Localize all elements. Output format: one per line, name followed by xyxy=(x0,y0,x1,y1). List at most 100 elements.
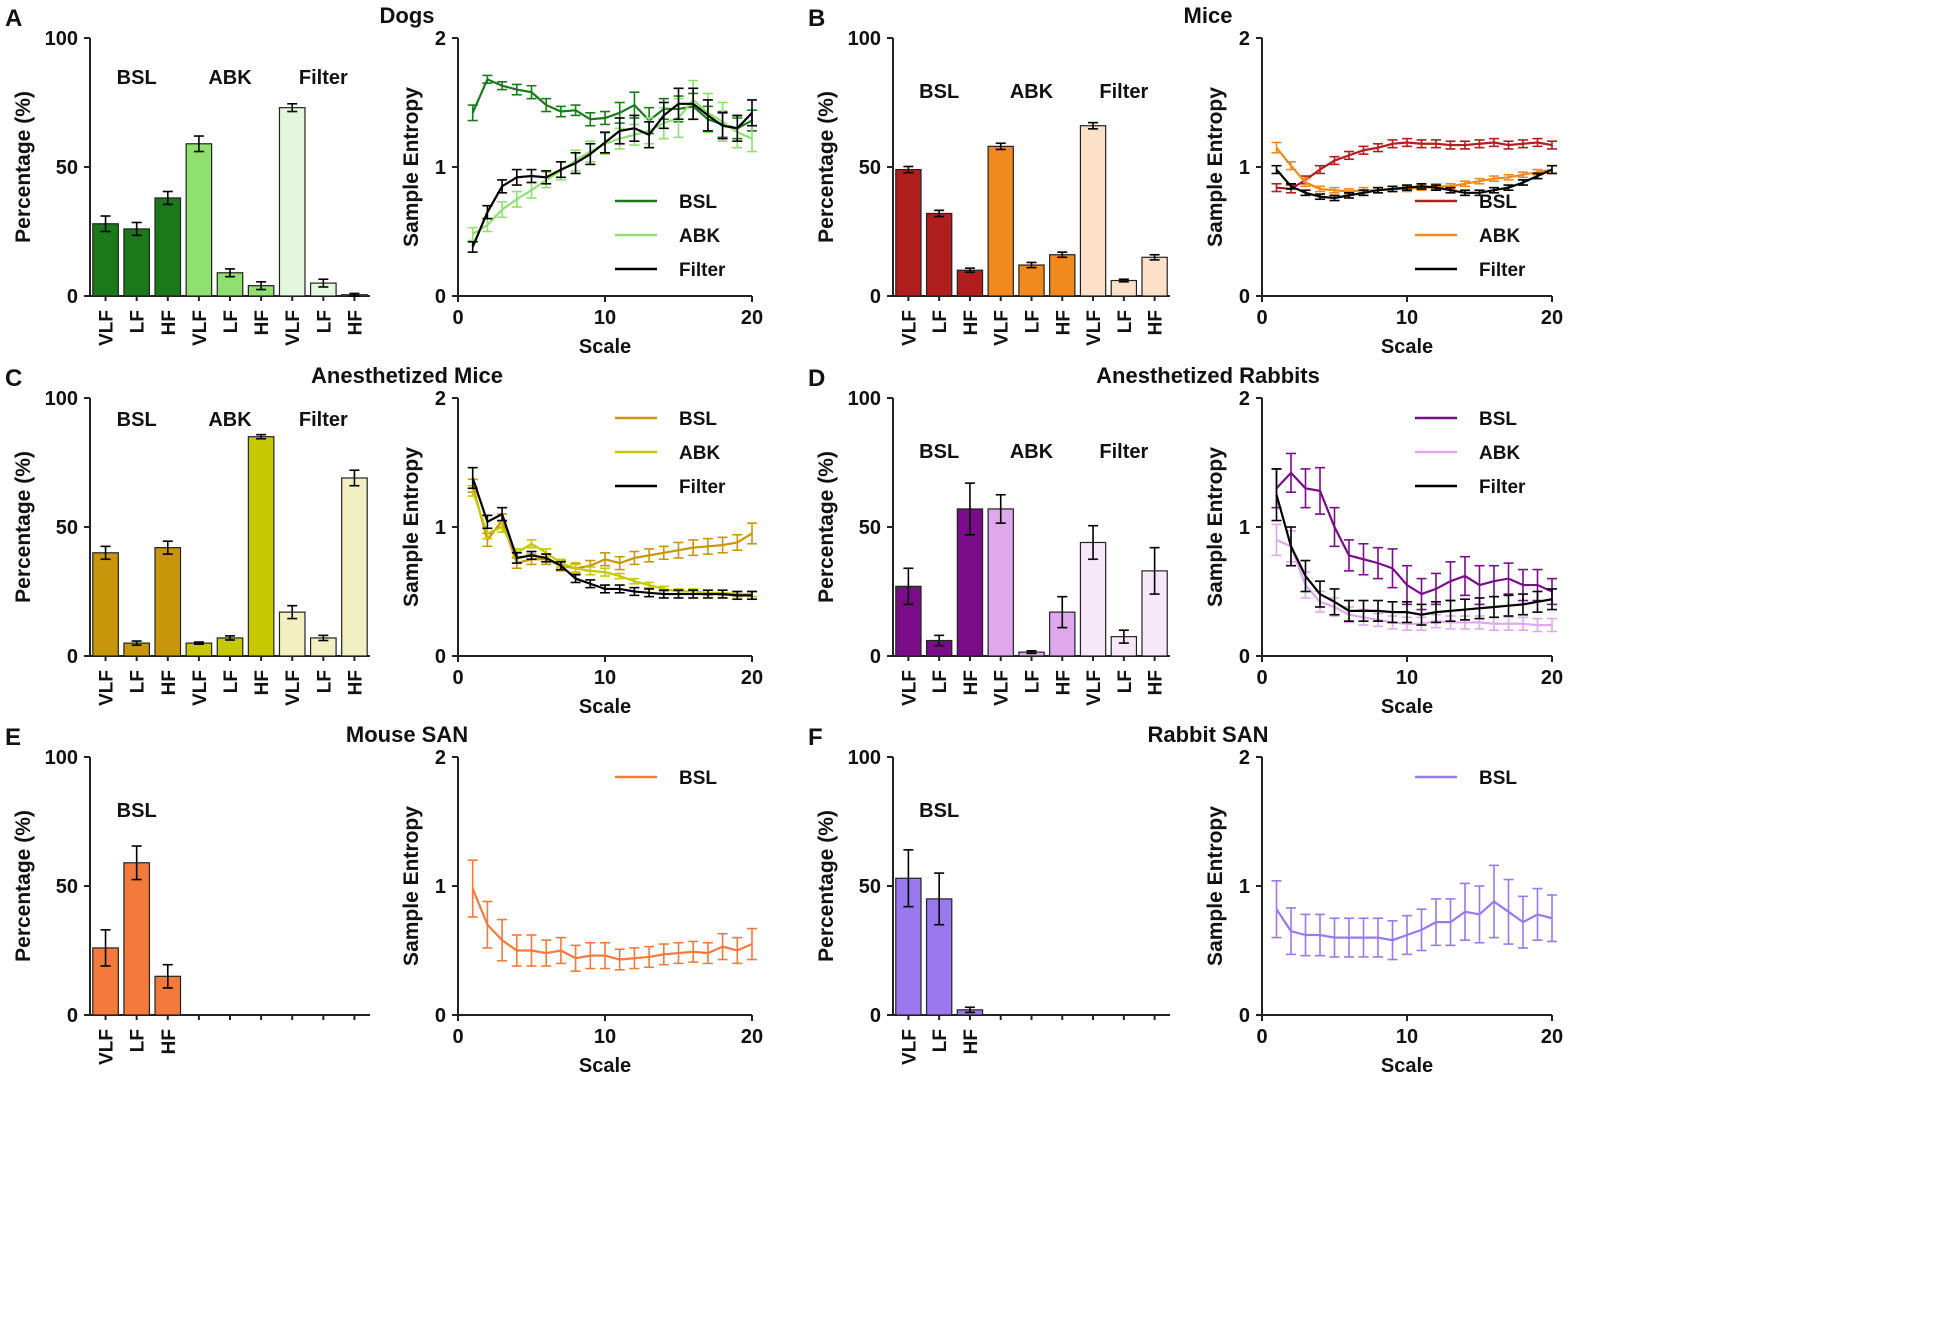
y-tick-label: 0 xyxy=(870,646,881,668)
legend-label: Filter xyxy=(679,260,726,281)
x-tick-label: 10 xyxy=(594,667,616,689)
x-axis-label: Scale xyxy=(579,1055,631,1077)
x-axis-label: Scale xyxy=(1381,336,1433,358)
bar xyxy=(278,107,306,297)
x-tick-label: VLF xyxy=(1084,670,1105,706)
x-tick-label: VLF xyxy=(190,670,211,706)
x-tick-label: 20 xyxy=(741,307,763,329)
series-line-filter xyxy=(1275,494,1553,616)
y-tick-label: 0 xyxy=(1239,1005,1250,1027)
x-tick-label: 0 xyxy=(1256,307,1267,329)
x-tick-label: 0 xyxy=(452,1026,463,1048)
group-label: BSL xyxy=(117,409,157,431)
bar xyxy=(92,552,119,657)
y-axis-label: Sample Entropy xyxy=(1204,87,1227,247)
x-tick-label: LF xyxy=(1023,670,1044,693)
y-axis-label: Percentage (%) xyxy=(815,810,838,962)
legend-label: BSL xyxy=(679,192,717,213)
y-tick-label: 50 xyxy=(859,157,881,179)
x-tick-label: 20 xyxy=(741,667,763,689)
panel-title: Rabbit SAN xyxy=(1148,722,1269,747)
x-axis-label: Scale xyxy=(579,336,631,358)
x-tick-label: HF xyxy=(961,310,982,335)
legend-label: Filter xyxy=(1479,260,1526,281)
bar-chart-b: B Mice 0 50 100 Percentage (%) VLF LF HF VLF LF HF V… xyxy=(808,3,1232,346)
group-label: BSL xyxy=(919,81,959,103)
y-tick-label: 1 xyxy=(435,517,446,539)
y-axis-label: Sample Entropy xyxy=(400,806,423,966)
panel-letter-e: E xyxy=(5,724,21,751)
x-tick-label: VLF xyxy=(190,310,211,346)
y-tick-label: 50 xyxy=(859,517,881,539)
y-tick-label: 2 xyxy=(1239,388,1250,410)
panel-letter-d: D xyxy=(808,365,825,392)
bar xyxy=(956,269,984,297)
legend-label: ABK xyxy=(1479,226,1520,247)
x-tick-label: VLF xyxy=(97,670,118,706)
group-label: BSL xyxy=(117,800,157,822)
y-tick-label: 100 xyxy=(45,388,78,410)
bar xyxy=(1141,256,1168,297)
x-tick-label: 0 xyxy=(452,667,463,689)
x-tick-label: VLF xyxy=(992,670,1013,706)
x-tick-label: HF xyxy=(1146,670,1167,695)
y-tick-label: 0 xyxy=(435,646,446,668)
y-tick-label: 0 xyxy=(67,286,78,308)
y-tick-label: 0 xyxy=(1239,286,1250,308)
x-tick-label: 10 xyxy=(1396,667,1418,689)
x-tick-label: HF xyxy=(345,670,366,695)
x-tick-label: VLF xyxy=(283,310,304,346)
panel-title: Anesthetized Rabbits xyxy=(1096,363,1320,388)
x-axis-label: Scale xyxy=(1381,1055,1433,1077)
x-tick-label: 20 xyxy=(1541,667,1563,689)
bar xyxy=(895,168,922,297)
bar xyxy=(154,547,182,657)
bar xyxy=(247,436,275,657)
legend-label: BSL xyxy=(679,768,717,789)
x-tick-label: HF xyxy=(961,1029,982,1054)
y-tick-label: 0 xyxy=(435,286,446,308)
group-label: Filter xyxy=(1099,81,1148,103)
group-label: Filter xyxy=(299,67,348,89)
y-tick-label: 1 xyxy=(1239,517,1250,539)
y-axis-label: Sample Entropy xyxy=(400,447,423,607)
y-axis-label: Percentage (%) xyxy=(12,451,35,603)
legend-label: ABK xyxy=(679,226,720,247)
bar-chart-a: A Dogs 0 50 100 Percentage (%) VLF LF HF VLF LF HF V… xyxy=(5,3,435,346)
x-tick-label: HF xyxy=(1053,670,1074,695)
bar xyxy=(987,508,1014,657)
x-tick-label: 0 xyxy=(1256,667,1267,689)
y-tick-label: 2 xyxy=(435,388,446,410)
x-tick-label: VLF xyxy=(992,310,1013,346)
x-tick-label: VLF xyxy=(97,1029,118,1065)
group-label: ABK xyxy=(1010,441,1054,463)
x-tick-label: 10 xyxy=(594,1026,616,1048)
bar xyxy=(1018,264,1045,297)
x-tick-label: LF xyxy=(314,310,335,333)
x-tick-label: LF xyxy=(930,310,951,333)
x-tick-label: VLF xyxy=(283,670,304,706)
group-label: Filter xyxy=(299,409,348,431)
y-axis-label: Percentage (%) xyxy=(815,451,838,603)
y-tick-label: 0 xyxy=(870,1005,881,1027)
x-tick-label: HF xyxy=(252,670,273,695)
y-tick-label: 100 xyxy=(45,747,78,769)
x-tick-label: HF xyxy=(1053,310,1074,335)
x-tick-label: VLF xyxy=(899,1029,920,1065)
y-tick-label: 100 xyxy=(848,28,881,50)
y-axis-label: Percentage (%) xyxy=(12,810,35,962)
y-tick-label: 0 xyxy=(67,646,78,668)
x-tick-label: 10 xyxy=(1396,307,1418,329)
x-tick-label: LF xyxy=(128,670,149,693)
y-axis-label: Sample Entropy xyxy=(1204,447,1227,607)
bar xyxy=(1110,279,1138,297)
x-tick-label: LF xyxy=(1115,310,1136,333)
